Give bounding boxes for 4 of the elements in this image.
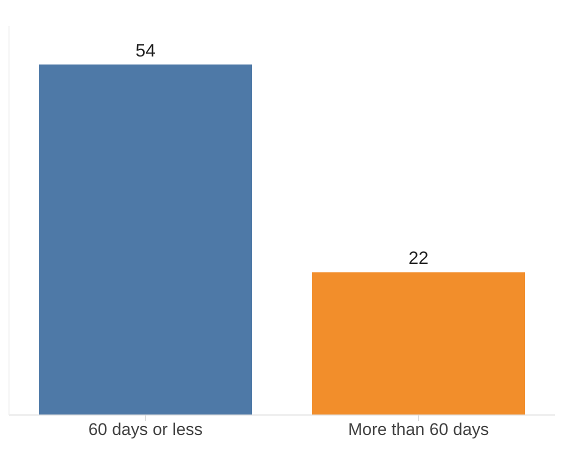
data-label: 22 bbox=[408, 248, 429, 268]
data-label: 54 bbox=[136, 40, 156, 61]
x-tick-label: 60 days or less bbox=[88, 420, 203, 440]
x-tick-label: More than 60 days bbox=[348, 420, 489, 440]
